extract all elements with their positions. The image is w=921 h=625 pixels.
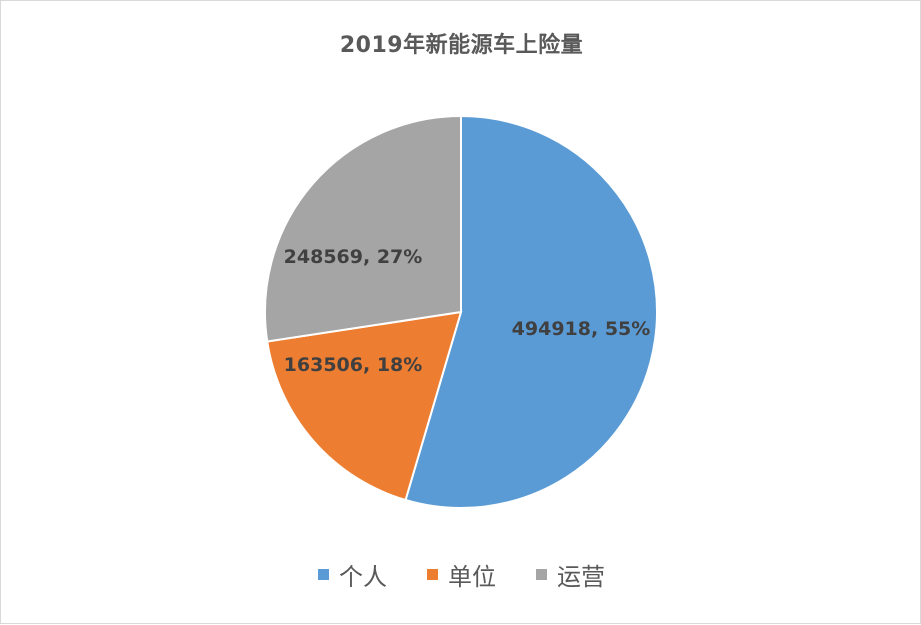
chart-title: 2019年新能源车上险量 bbox=[339, 33, 584, 58]
legend-label: 运营 bbox=[557, 563, 605, 591]
legend-entry-3: 运营 bbox=[536, 557, 605, 592]
data-label-1: 494918, 55% bbox=[512, 318, 651, 340]
pie-slice-3 bbox=[264, 114, 462, 343]
data-label-2: 163506, 18% bbox=[284, 354, 423, 376]
legend-label: 单位 bbox=[448, 563, 496, 591]
legend-entry-2: 单位 bbox=[427, 557, 496, 592]
legend-swatch bbox=[427, 569, 438, 580]
legend-swatch bbox=[536, 569, 547, 580]
data-label-3: 248569, 27% bbox=[284, 246, 423, 268]
legend-label: 个人 bbox=[339, 563, 387, 591]
legend-entry-1: 个人 bbox=[318, 557, 387, 592]
legend-swatch bbox=[318, 569, 329, 580]
pie-slice-1 bbox=[404, 114, 658, 509]
pie-slice-2 bbox=[266, 310, 463, 502]
chart-legend: 个人 单位 运营 bbox=[1, 557, 921, 592]
